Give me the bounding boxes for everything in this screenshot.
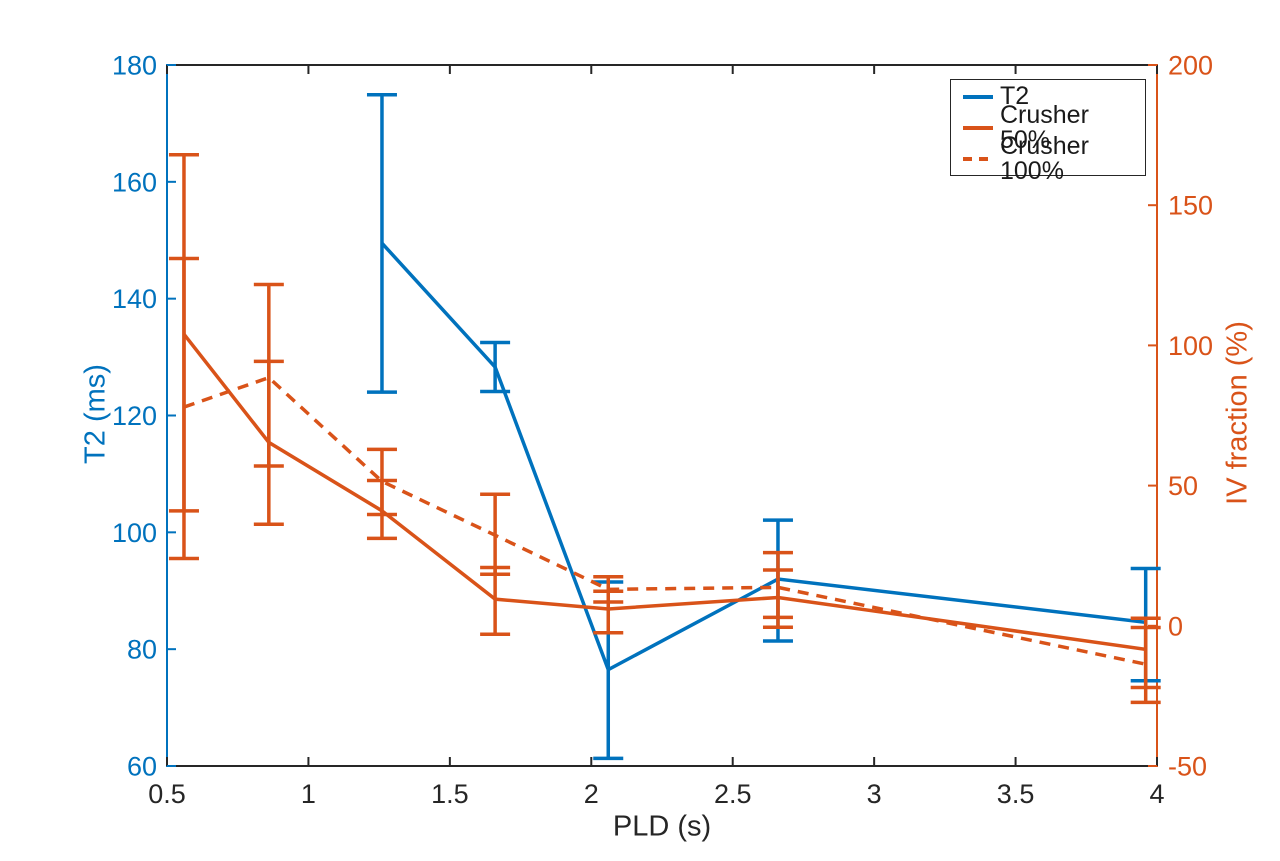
- legend-label-crusher-50: Crusher 50%: [1000, 100, 1089, 154]
- right-tick-label: -50: [1168, 751, 1207, 781]
- series-crusher-100-line: [183, 375, 1147, 666]
- left-tick-label: 100: [112, 518, 157, 548]
- left-tick-label: 80: [127, 635, 157, 665]
- legend-entry-t2: T2: [963, 81, 1145, 112]
- left-tick-label: 120: [112, 401, 157, 431]
- series-t2-line: [380, 241, 1146, 673]
- legend-label-t2: T2: [1000, 82, 1030, 110]
- x-tick-label: 2.5: [714, 779, 752, 809]
- legend-label-crusher-100: Crusher 100%: [1000, 131, 1089, 185]
- x-tick-label: 4: [1149, 779, 1164, 809]
- legend: T2 Crusher 50% Crusher 100%: [950, 79, 1146, 183]
- x-tick-label: 3.5: [997, 779, 1035, 809]
- x-tick-label: 0.5: [148, 779, 186, 809]
- series-crusher-50-line: [182, 333, 1146, 652]
- left-y-axis-label: T2 (ms): [79, 364, 112, 464]
- right-tick-label: 50: [1168, 471, 1198, 501]
- x-tick-label: 2: [584, 779, 599, 809]
- x-tick-label: 1: [301, 779, 316, 809]
- right-tick-label: 200: [1168, 50, 1213, 80]
- right-tick-label: 150: [1168, 191, 1213, 221]
- x-tick-label: 3: [867, 779, 882, 809]
- left-tick-label: 60: [127, 751, 157, 781]
- left-tick-label: 180: [112, 50, 157, 80]
- legend-entry-crusher-50: Crusher 50%: [963, 102, 1145, 152]
- right-tick-label: 100: [1168, 331, 1213, 361]
- legend-entry-crusher-100: Crusher 100%: [963, 133, 1145, 183]
- legend-line-sample-t2: [963, 94, 993, 99]
- legend-line-sample-crusher-50: [963, 125, 993, 130]
- left-tick-label: 140: [112, 284, 157, 314]
- left-tick-label: 160: [112, 167, 157, 197]
- x-axis-label: PLD (s): [612, 810, 712, 843]
- right-tick-label: 0: [1168, 611, 1183, 641]
- right-y-axis-label: IV fraction (%): [1221, 321, 1254, 505]
- legend-line-sample-crusher-100: [963, 156, 993, 161]
- x-tick-label: 1.5: [431, 779, 469, 809]
